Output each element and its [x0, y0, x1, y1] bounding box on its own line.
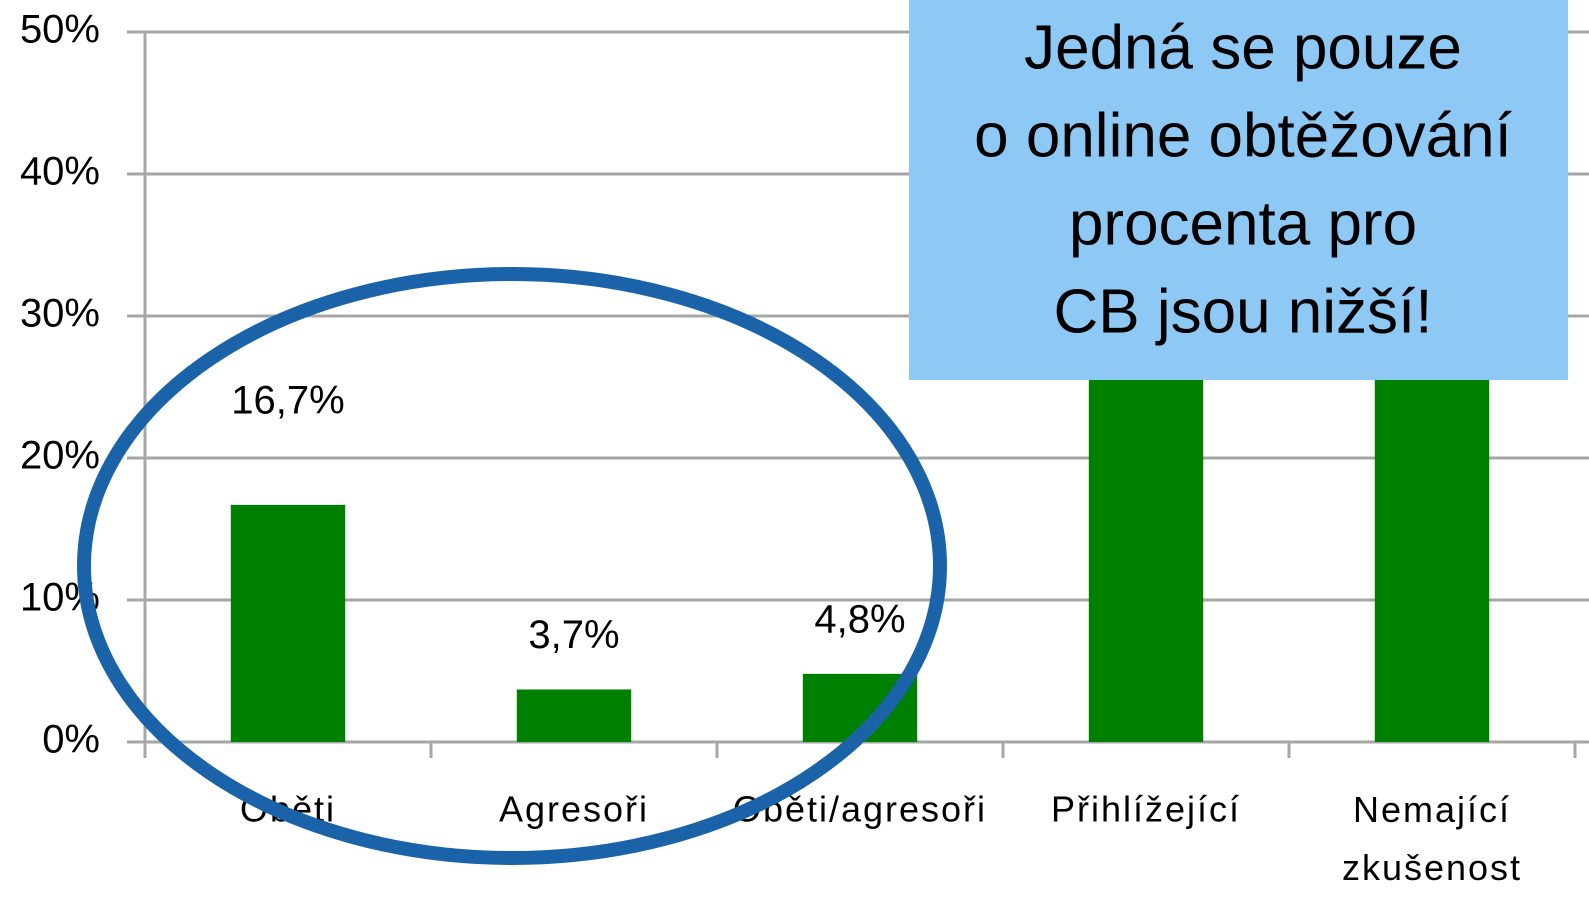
annotation-text: CB jsou nižší!	[1053, 277, 1432, 346]
x-tick-label: Agresoři	[499, 789, 649, 830]
data-label: 16,7%	[231, 378, 344, 422]
y-tick-label: 50%	[20, 8, 100, 52]
y-tick-label: 20%	[20, 434, 100, 478]
bar	[230, 504, 346, 742]
data-label: 3,7%	[528, 613, 619, 657]
data-label: 4,8%	[814, 597, 905, 641]
y-tick-label: 40%	[20, 150, 100, 194]
bar	[516, 689, 632, 742]
annotation-text: procenta pro	[1069, 189, 1417, 258]
y-tick-label: 0%	[42, 718, 100, 762]
x-tick-label: Přihlížející	[1051, 789, 1241, 830]
annotation-box	[909, 0, 1568, 380]
bar	[1374, 330, 1490, 742]
annotation-text: Jedná se pouze	[1024, 13, 1462, 82]
x-tick-label: Nemající zkušenost	[1342, 789, 1522, 888]
annotation-text: o online obtěžování	[974, 101, 1512, 170]
y-tick-label: 30%	[20, 292, 100, 336]
highlight-ellipse	[77, 267, 947, 865]
